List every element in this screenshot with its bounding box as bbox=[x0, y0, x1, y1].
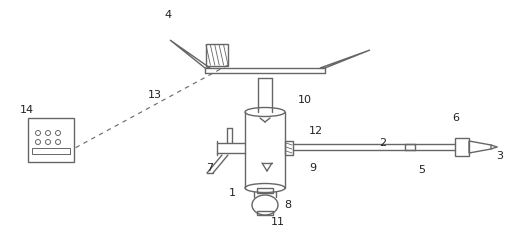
Text: 3: 3 bbox=[497, 151, 503, 161]
Text: 5: 5 bbox=[419, 165, 425, 175]
Bar bbox=[206, 44, 228, 66]
Text: 14: 14 bbox=[20, 105, 34, 115]
Text: 6: 6 bbox=[452, 113, 460, 123]
Text: 13: 13 bbox=[148, 90, 162, 100]
Bar bbox=[28, 118, 74, 162]
Text: 2: 2 bbox=[380, 138, 386, 148]
Text: 1: 1 bbox=[228, 188, 236, 198]
Text: 12: 12 bbox=[309, 126, 323, 136]
Text: 10: 10 bbox=[298, 95, 312, 105]
Bar bbox=[32, 148, 70, 154]
Text: 11: 11 bbox=[271, 217, 285, 227]
Text: 8: 8 bbox=[284, 200, 292, 210]
Text: 9: 9 bbox=[309, 163, 317, 173]
Bar bbox=[257, 211, 273, 215]
Bar bbox=[285, 141, 293, 155]
Bar bbox=[257, 188, 273, 193]
Text: 4: 4 bbox=[164, 10, 172, 20]
Text: 7: 7 bbox=[206, 163, 214, 173]
Bar bbox=[455, 138, 469, 156]
